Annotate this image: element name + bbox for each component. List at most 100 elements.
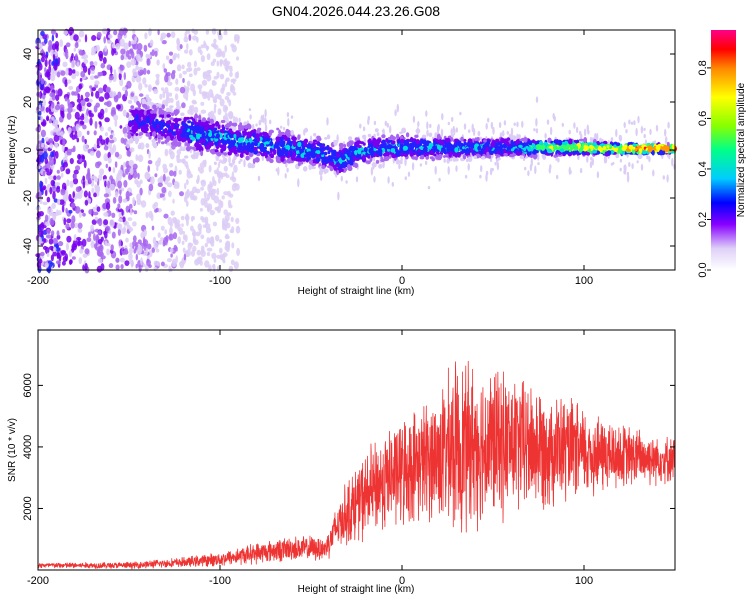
spectrogram-noise-mark — [129, 167, 134, 176]
spectrogram-noise-mark — [155, 207, 159, 213]
spectrogram-ridge-mark — [208, 132, 213, 138]
spectrogram-noise-mark — [111, 231, 116, 239]
spectrogram-ridge-mark — [424, 141, 429, 147]
spectrogram-noise-mark — [479, 174, 482, 179]
spectrogram-noise-mark — [40, 56, 46, 63]
spectrogram-noise-mark — [128, 227, 134, 232]
spectrogram-noise-mark — [447, 121, 450, 126]
spectrogram-noise-mark — [103, 36, 106, 44]
spectrogram-noise-mark — [103, 52, 108, 56]
spectrogram-noise-mark — [183, 36, 189, 43]
spectrogram-ridge-mark — [543, 141, 548, 146]
spectrogram-ridge-mark — [215, 121, 220, 127]
spectrogram-ridge-mark — [632, 146, 636, 150]
spectrogram-ridge-mark — [615, 153, 620, 159]
spectrogram-noise-mark — [49, 92, 55, 98]
spectrogram-noise-mark — [54, 125, 59, 132]
spectrogram-noise-mark — [666, 174, 669, 183]
spectrogram-noise-mark — [136, 193, 141, 201]
spectrogram-noise-mark — [77, 222, 83, 229]
spectrogram-noise-mark — [345, 180, 348, 184]
spectrogram-noise-mark — [42, 170, 46, 177]
spectrogram-noise-mark — [169, 163, 174, 168]
spectrogram-noise-mark — [50, 116, 55, 121]
spectrogram-ridge-mark — [519, 155, 525, 159]
spectrogram-ridge-mark — [522, 138, 527, 143]
spectrogram-ridge-mark — [143, 130, 148, 134]
spectrogram-noise-mark — [467, 163, 470, 171]
spectrogram-ridge-mark — [252, 158, 256, 165]
spectrogram-noise-mark — [286, 167, 289, 173]
spectrogram-noise-mark — [46, 252, 50, 258]
spectrogram-ridge-mark — [387, 136, 393, 141]
spectrogram-noise-mark — [39, 180, 43, 189]
spectrogram-noise-mark — [153, 260, 159, 266]
spectrogram-noise-mark — [48, 238, 54, 245]
spectrogram-ridge-mark — [518, 144, 523, 148]
spectrogram-noise-mark — [196, 257, 202, 265]
spectrogram-noise-mark — [65, 48, 69, 54]
spectrogram-noise-mark — [192, 186, 198, 193]
spectrogram-ridge-mark — [230, 131, 234, 135]
spectrogram-noise-mark — [182, 70, 187, 75]
spectrogram-noise-mark — [610, 137, 614, 142]
spectrogram-noise-mark — [46, 196, 51, 203]
spectrogram-noise-mark — [206, 203, 213, 212]
spectrogram-noise-mark — [67, 68, 73, 76]
spectrogram-ridge-mark — [331, 155, 335, 160]
spectrogram-noise-mark — [125, 140, 131, 149]
spectrogram-noise-mark — [38, 258, 43, 264]
spectrogram-ridge-mark — [486, 151, 490, 156]
spectrogram-noise-mark — [153, 88, 159, 95]
spectrogram-ridge-mark — [189, 134, 193, 138]
spectrogram-noise-mark — [41, 98, 46, 107]
spectrogram-noise-mark — [42, 201, 48, 206]
spectrogram-ridge-mark — [174, 138, 178, 144]
spectrogram-ridge-mark — [532, 150, 537, 155]
spectrogram-noise-mark — [147, 250, 153, 258]
spectrogram-ridge-mark — [269, 141, 274, 147]
spectrogram-noise-mark — [84, 263, 88, 271]
spectrogram-ridge-mark — [161, 141, 165, 145]
spectrogram-ridge-mark — [276, 127, 280, 131]
spectrogram-noise-mark — [132, 241, 135, 250]
spectrogram-noise-mark — [137, 154, 144, 163]
spectrogram-noise-mark — [93, 233, 96, 242]
spectrogram-ridge-mark — [367, 155, 371, 159]
spectrogram-noise-mark — [44, 71, 50, 78]
spectrogram-noise-mark — [172, 70, 176, 74]
spectrogram-noise-mark — [64, 253, 68, 262]
spectrogram-noise-mark — [216, 71, 220, 79]
spectrogram-noise-mark — [530, 157, 533, 167]
spectrogram-noise-mark — [116, 172, 122, 181]
spectrogram-noise-mark — [216, 167, 219, 176]
spectrogram-noise-mark — [200, 55, 205, 63]
spectrogram-ridge-mark — [592, 142, 597, 147]
spectrogram-noise-mark — [103, 193, 109, 198]
spectrogram-ridge-mark — [542, 154, 547, 160]
spectrogram-noise-mark — [77, 93, 80, 100]
spectrogram-noise-mark — [586, 156, 589, 163]
spectrogram-noise-mark — [112, 167, 116, 174]
spectrogram-noise-mark — [69, 180, 74, 188]
spectrogram-noise-mark — [104, 92, 110, 100]
spectrogram-ridge-mark — [357, 145, 362, 148]
spectrogram-ridge-mark — [395, 133, 400, 140]
spectrogram-ridge-mark — [446, 158, 450, 164]
spectrogram-ridge-mark — [553, 144, 558, 151]
spectrogram-noise-mark — [110, 66, 113, 75]
spectrogram-noise-mark — [38, 147, 44, 156]
spectrogram-noise-mark — [173, 181, 179, 187]
spectrogram-ridge-mark — [453, 157, 459, 162]
spectrogram-noise-mark — [205, 223, 211, 230]
spectrogram-ridge-mark — [488, 154, 492, 159]
spectrogram-noise-mark — [224, 95, 230, 101]
spectrogram-noise-mark — [202, 224, 208, 228]
spectrogram-noise-mark — [113, 30, 118, 36]
spectrogram-noise-mark — [55, 151, 59, 159]
spectrogram-ridge-mark — [597, 145, 602, 152]
spectrogram-ridge-mark — [152, 131, 157, 137]
spectrogram-noise-mark — [191, 99, 197, 105]
spectrogram-noise-mark — [52, 237, 58, 245]
